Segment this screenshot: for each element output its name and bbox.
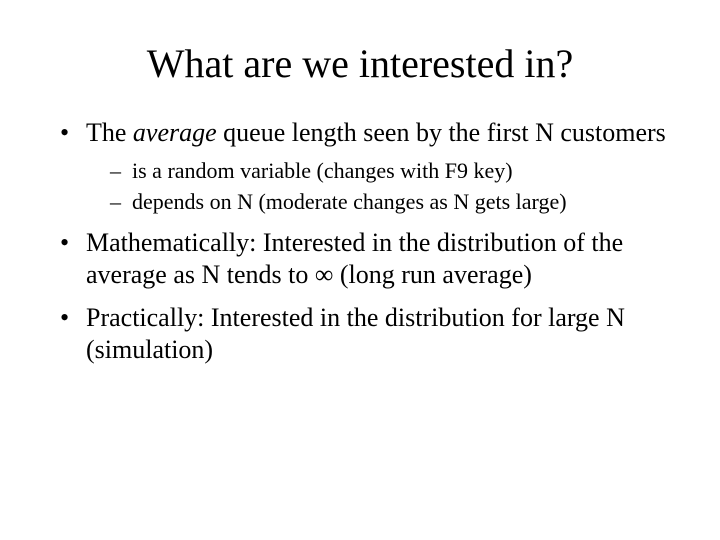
bullet-3: Practically: Interested in the distribut… [60, 302, 680, 367]
slide-title: What are we interested in? [40, 40, 680, 87]
slide: What are we interested in? The average q… [0, 0, 720, 540]
bullet-1-sublist: is a random variable (changes with F9 ke… [110, 156, 680, 217]
bullet-1-text-post: queue length seen by the first N custome… [217, 118, 666, 147]
bullet-1-text-pre: The [86, 118, 133, 147]
bullet-2: Mathematically: Interested in the distri… [60, 227, 680, 292]
bullet-1-sub-1: is a random variable (changes with F9 ke… [110, 156, 680, 186]
bullet-list: The average queue length seen by the fir… [60, 117, 680, 367]
bullet-1-text-em: average [133, 118, 217, 147]
bullet-1-sub-2: depends on N (moderate changes as N gets… [110, 187, 680, 217]
bullet-1: The average queue length seen by the fir… [60, 117, 680, 217]
